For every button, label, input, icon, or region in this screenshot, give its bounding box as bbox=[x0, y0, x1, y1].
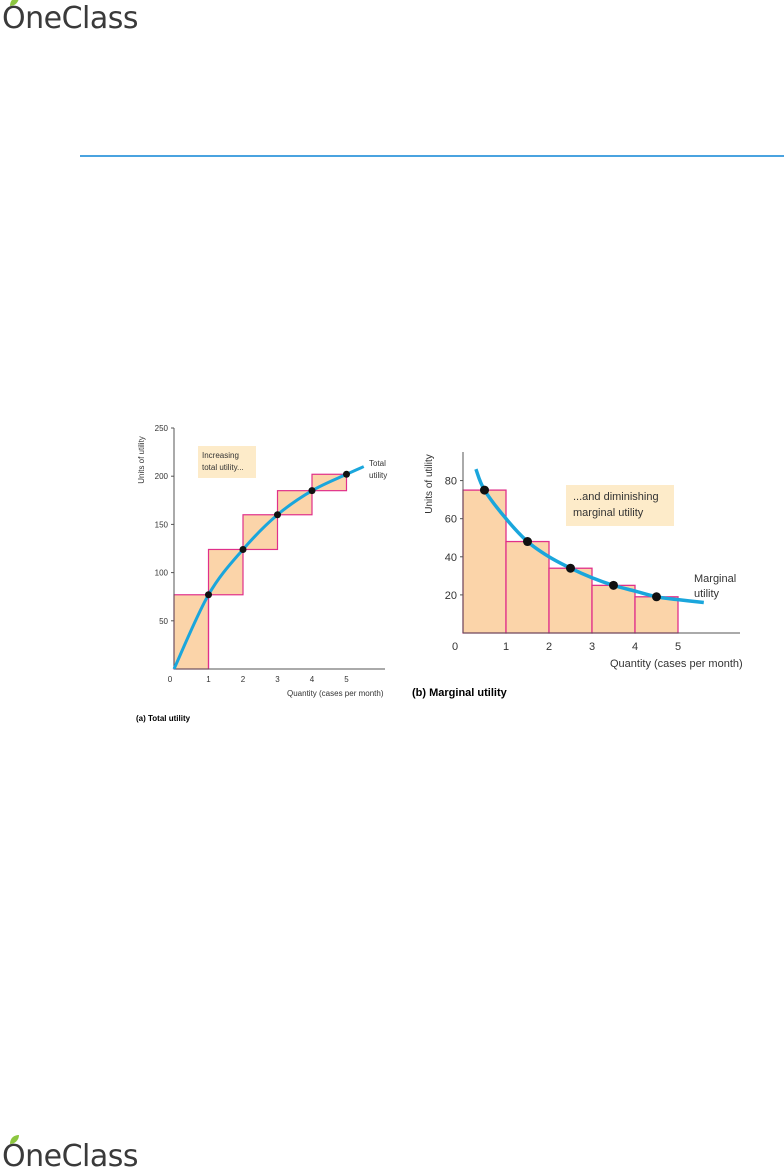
y-tick-label: 250 bbox=[155, 424, 169, 433]
x-tick-label: 3 bbox=[589, 641, 595, 653]
marginal-utility-bar-4 bbox=[591, 584, 636, 634]
total-utility-point-1 bbox=[205, 591, 212, 599]
x-tick-label: 0 bbox=[168, 675, 173, 684]
leaf-icon bbox=[10, 1135, 19, 1144]
y-axis-label: Units of utility bbox=[424, 454, 435, 513]
y-tick-label: 100 bbox=[155, 569, 169, 578]
y-tick-label: 200 bbox=[155, 472, 169, 481]
panel-caption-a: (a) Total utility bbox=[136, 714, 191, 723]
x-tick-label: 1 bbox=[503, 641, 509, 653]
y-tick-label: 40 bbox=[445, 552, 457, 564]
x-tick-label: 3 bbox=[275, 675, 280, 684]
x-tick-label: 4 bbox=[310, 675, 315, 684]
x-tick-label: 5 bbox=[675, 641, 681, 653]
note-line-1: ...and diminishing bbox=[573, 491, 659, 503]
brand-wordmark-bottom: OneClass bbox=[2, 1135, 139, 1174]
note-box bbox=[566, 485, 674, 526]
marginal-utility-point-5 bbox=[652, 592, 661, 602]
total-utility-point-5 bbox=[343, 470, 350, 478]
brand-wordmark: OneClass bbox=[2, 0, 139, 36]
y-tick-label: 20 bbox=[445, 590, 457, 602]
note-box bbox=[198, 446, 256, 478]
brand-logo-bottom: OneClass bbox=[2, 1135, 139, 1174]
total-utility-point-3 bbox=[274, 511, 281, 519]
chart-marginal-utility: 20 40 60 80 0 1 2 3 4 5 Units of utility Quantity (… bbox=[412, 452, 743, 699]
y-tick-label: 80 bbox=[445, 476, 457, 488]
note-line-2: total utility... bbox=[202, 463, 244, 472]
brand-logo-top: OneClass bbox=[2, 0, 139, 36]
marginal-utility-point-1 bbox=[480, 485, 489, 495]
x-tick-label: 1 bbox=[206, 675, 211, 684]
brand-name: OneClass bbox=[2, 1, 139, 36]
marginal-utility-point-4 bbox=[609, 580, 618, 590]
y-axis-label: Units of utility bbox=[137, 436, 146, 484]
y-tick-label: 50 bbox=[159, 617, 168, 626]
leaf-icon bbox=[10, 0, 19, 6]
total-utility-point-4 bbox=[308, 487, 316, 495]
panel-caption-b: (b) Marginal utility bbox=[412, 687, 508, 699]
brand-name: OneClass bbox=[2, 1139, 139, 1174]
marginal-utility-bar-3 bbox=[548, 567, 593, 634]
curve-label-line-2: utility bbox=[694, 588, 720, 600]
x-axis-label: Quantity (cases per month) bbox=[610, 658, 743, 670]
marginal-utility-point-2 bbox=[523, 537, 532, 547]
y-tick-label: 150 bbox=[155, 520, 169, 529]
total-utility-point-2 bbox=[239, 545, 247, 553]
curve-label-line-2: utility bbox=[369, 471, 387, 480]
note-line-2: marginal utility bbox=[573, 507, 644, 519]
x-tick-label: 2 bbox=[546, 641, 552, 653]
x-tick-label: 4 bbox=[632, 641, 638, 653]
x-axis-label: Quantity (cases per month) bbox=[287, 689, 384, 698]
curve-label-line-1: Total bbox=[369, 459, 386, 468]
marginal-utility-bar-5 bbox=[634, 596, 679, 634]
note-line-1: Increasing bbox=[202, 451, 239, 460]
marginal-utility-point-3 bbox=[566, 563, 575, 573]
y-tick-label: 60 bbox=[445, 514, 457, 526]
x-tick-label: 5 bbox=[344, 675, 349, 684]
section-divider bbox=[80, 155, 784, 157]
curve-label-line-1: Marginal bbox=[694, 573, 736, 585]
chart-total-utility: 50 100 150 200 250 0 1 2 3 4 5 Units of utility Quan… bbox=[136, 424, 387, 723]
marginal-utility-bar-2 bbox=[505, 540, 550, 634]
x-tick-label: 2 bbox=[241, 675, 246, 684]
x-tick-label: 0 bbox=[452, 641, 458, 653]
